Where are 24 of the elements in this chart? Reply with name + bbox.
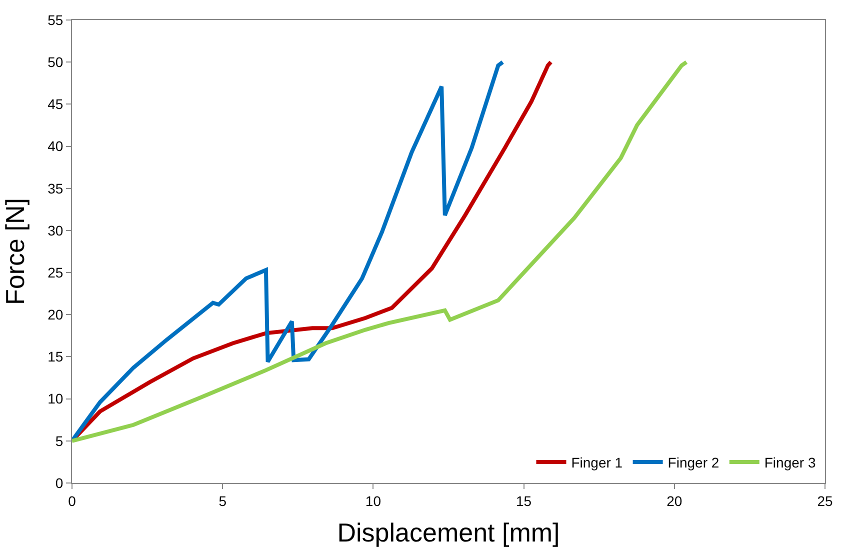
x-tick-label: 0 [68,492,76,509]
legend-label: Finger 2 [668,454,720,470]
y-tick-label: 40 [48,138,64,154]
y-tick-label: 50 [48,54,64,70]
x-tick-label: 20 [666,492,682,509]
y-tick-label: 55 [48,12,64,28]
legend-label: Finger 3 [764,454,816,470]
y-tick-label: 0 [55,474,64,491]
x-tick-label: 10 [365,492,382,509]
y-tick-label: 45 [48,96,64,112]
y-tick-label: 30 [48,222,64,238]
legend-label: Finger 1 [571,454,623,470]
y-tick-label: 10 [48,390,64,407]
y-axis-title: Force [N] [0,198,30,305]
x-tick-label: 15 [516,492,532,509]
y-tick-label: 5 [55,432,64,449]
x-tick-label: 25 [817,492,833,509]
y-tick-label: 35 [48,180,64,196]
line-series [72,60,688,443]
y-tick-label: 25 [48,264,64,280]
x-tick-label: 5 [218,492,227,509]
y-tick-label: 20 [48,306,64,323]
y-tick-label: 15 [48,348,64,365]
x-axis-title: Displacement [mm] [337,518,560,548]
